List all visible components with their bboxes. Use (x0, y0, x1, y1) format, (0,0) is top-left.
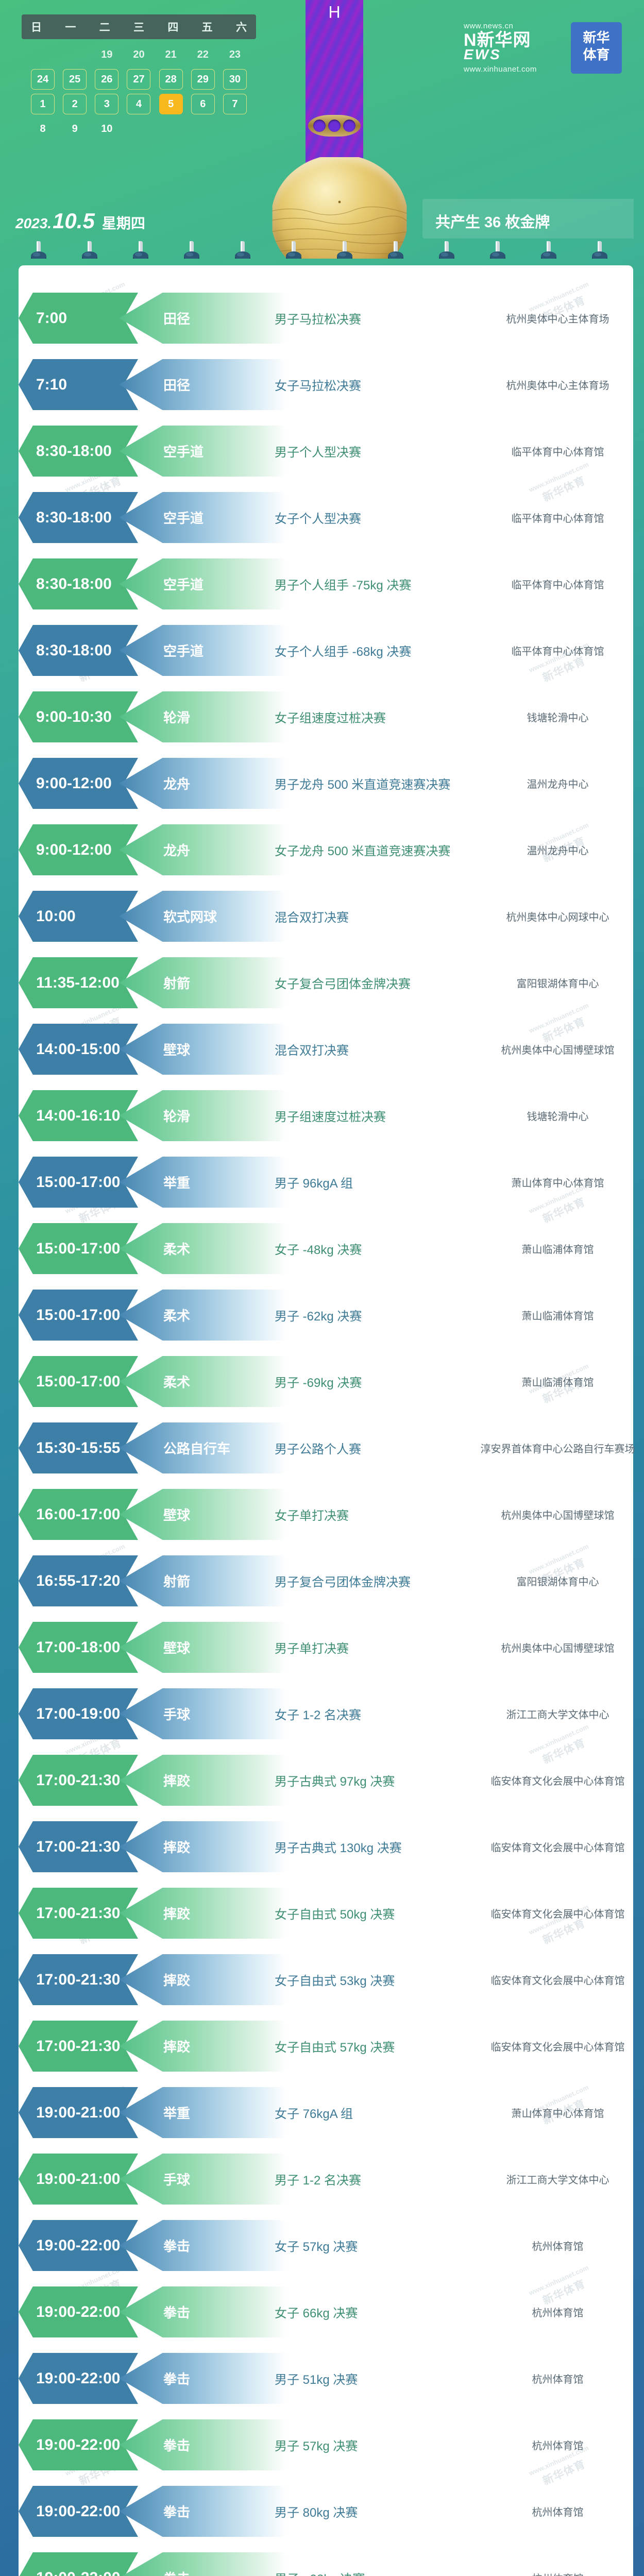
svg-text:H: H (328, 3, 340, 22)
